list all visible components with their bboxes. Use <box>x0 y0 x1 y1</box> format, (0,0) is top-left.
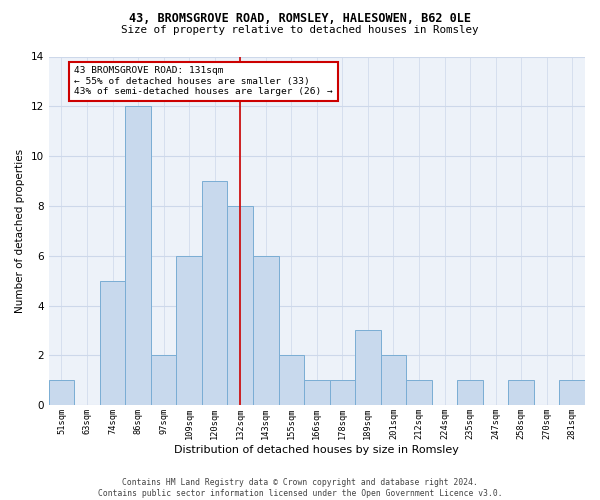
Text: Size of property relative to detached houses in Romsley: Size of property relative to detached ho… <box>121 25 479 35</box>
Bar <box>176 256 202 405</box>
Bar <box>151 356 176 405</box>
Bar <box>304 380 329 405</box>
Text: 43, BROMSGROVE ROAD, ROMSLEY, HALESOWEN, B62 0LE: 43, BROMSGROVE ROAD, ROMSLEY, HALESOWEN,… <box>129 12 471 26</box>
Bar <box>202 181 227 405</box>
Bar <box>253 256 278 405</box>
Bar <box>227 206 253 405</box>
Bar <box>100 280 125 405</box>
Bar <box>380 356 406 405</box>
Bar <box>457 380 483 405</box>
Bar <box>125 106 151 405</box>
Bar <box>278 356 304 405</box>
Bar <box>508 380 534 405</box>
Text: Contains HM Land Registry data © Crown copyright and database right 2024.
Contai: Contains HM Land Registry data © Crown c… <box>98 478 502 498</box>
X-axis label: Distribution of detached houses by size in Romsley: Distribution of detached houses by size … <box>175 445 459 455</box>
Bar <box>329 380 355 405</box>
Bar <box>49 380 74 405</box>
Bar <box>406 380 432 405</box>
Y-axis label: Number of detached properties: Number of detached properties <box>15 149 25 313</box>
Bar <box>355 330 380 405</box>
Bar <box>559 380 585 405</box>
Text: 43 BROMSGROVE ROAD: 131sqm
← 55% of detached houses are smaller (33)
43% of semi: 43 BROMSGROVE ROAD: 131sqm ← 55% of deta… <box>74 66 333 96</box>
